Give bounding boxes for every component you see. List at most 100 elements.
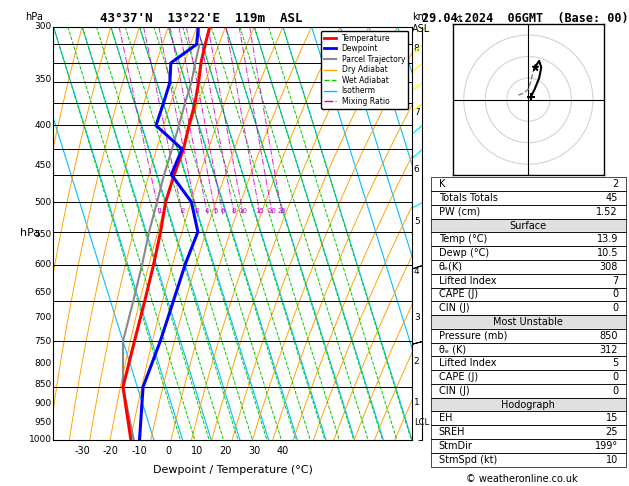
Bar <box>431 412 626 425</box>
Text: Lifted Index: Lifted Index <box>438 358 496 368</box>
Text: 43°37'N  13°22'E  119m  ASL: 43°37'N 13°22'E 119m ASL <box>100 12 303 25</box>
Text: 13.9: 13.9 <box>597 234 618 244</box>
Bar <box>431 288 626 301</box>
Text: CAPE (J): CAPE (J) <box>438 290 478 299</box>
Bar <box>431 329 626 343</box>
Text: Mixing Ratio (g/kg): Mixing Ratio (g/kg) <box>436 187 446 279</box>
Text: 15: 15 <box>606 414 618 423</box>
Bar <box>431 232 626 246</box>
Text: Surface: Surface <box>509 221 547 230</box>
Text: -10: -10 <box>131 446 147 456</box>
Text: 20: 20 <box>220 446 231 456</box>
Bar <box>431 453 626 467</box>
Bar <box>431 177 626 191</box>
Bar <box>431 219 626 232</box>
Text: 0: 0 <box>612 386 618 396</box>
Text: km
ASL: km ASL <box>412 12 430 34</box>
Text: 1: 1 <box>414 399 420 407</box>
Text: SREH: SREH <box>438 427 465 437</box>
Text: 8: 8 <box>232 208 237 214</box>
Text: Dewpoint / Temperature (°C): Dewpoint / Temperature (°C) <box>153 465 313 475</box>
Text: 450: 450 <box>35 161 52 171</box>
Bar <box>431 260 626 274</box>
Text: CAPE (J): CAPE (J) <box>438 372 478 382</box>
Text: 3: 3 <box>414 313 420 322</box>
Bar <box>431 425 626 439</box>
Text: StmDir: StmDir <box>438 441 472 451</box>
Bar <box>431 343 626 356</box>
Text: 10: 10 <box>238 208 248 214</box>
Text: 550: 550 <box>35 230 52 239</box>
Text: Most Unstable: Most Unstable <box>493 317 564 327</box>
Bar <box>431 274 626 288</box>
Bar <box>431 205 626 219</box>
Text: 25: 25 <box>277 208 286 214</box>
Legend: Temperature, Dewpoint, Parcel Trajectory, Dry Adiabat, Wet Adiabat, Isotherm, Mi: Temperature, Dewpoint, Parcel Trajectory… <box>321 31 408 109</box>
Bar <box>431 398 626 412</box>
Text: 30: 30 <box>248 446 260 456</box>
Text: 400: 400 <box>35 121 52 130</box>
Text: EH: EH <box>438 414 452 423</box>
Bar <box>431 301 626 315</box>
Bar <box>431 356 626 370</box>
Text: 1000: 1000 <box>29 435 52 444</box>
Text: 20: 20 <box>268 208 277 214</box>
Text: 700: 700 <box>35 313 52 322</box>
Bar <box>431 260 626 274</box>
Bar <box>431 301 626 315</box>
Text: 6: 6 <box>221 208 225 214</box>
Text: 7: 7 <box>612 276 618 286</box>
Text: 5: 5 <box>612 358 618 368</box>
Bar <box>431 315 626 329</box>
Text: Lifted Index: Lifted Index <box>438 276 496 286</box>
Text: 650: 650 <box>35 288 52 296</box>
Bar <box>431 232 626 246</box>
Text: 29.04.2024  06GMT  (Base: 00): 29.04.2024 06GMT (Base: 00) <box>422 12 628 25</box>
Text: 500: 500 <box>35 197 52 207</box>
Text: 4: 4 <box>414 267 420 276</box>
Text: Totals Totals: Totals Totals <box>438 193 498 203</box>
Text: kt: kt <box>453 14 462 23</box>
Bar <box>431 343 626 356</box>
Text: Temp (°C): Temp (°C) <box>438 234 487 244</box>
Text: 5: 5 <box>414 218 420 226</box>
Text: 350: 350 <box>35 75 52 84</box>
Bar <box>431 439 626 453</box>
Bar <box>431 356 626 370</box>
Bar <box>431 315 626 329</box>
Bar <box>431 177 626 191</box>
Bar <box>431 288 626 301</box>
Text: hPa: hPa <box>25 12 43 22</box>
Text: 4: 4 <box>205 208 209 214</box>
Text: 0: 0 <box>612 290 618 299</box>
Text: 600: 600 <box>35 260 52 269</box>
Text: 5: 5 <box>214 208 218 214</box>
Text: Hodograph: Hodograph <box>501 399 555 410</box>
Bar <box>431 246 626 260</box>
Text: © weatheronline.co.uk: © weatheronline.co.uk <box>466 473 578 484</box>
Text: -30: -30 <box>74 446 90 456</box>
Text: 950: 950 <box>35 418 52 427</box>
Text: -20: -20 <box>103 446 119 456</box>
Text: 2: 2 <box>181 208 185 214</box>
Bar <box>431 412 626 425</box>
Text: K: K <box>438 179 445 189</box>
Text: 25: 25 <box>606 427 618 437</box>
Text: θₑ (K): θₑ (K) <box>438 345 466 354</box>
Bar <box>431 384 626 398</box>
Text: 3: 3 <box>194 208 199 214</box>
Text: LCL: LCL <box>414 418 429 427</box>
Bar <box>431 274 626 288</box>
Bar <box>431 191 626 205</box>
Text: 45: 45 <box>606 193 618 203</box>
Text: 850: 850 <box>599 331 618 341</box>
Bar <box>431 439 626 453</box>
Bar <box>431 219 626 232</box>
Text: 0: 0 <box>165 446 171 456</box>
Text: 10.5: 10.5 <box>596 248 618 258</box>
Text: θₑ(K): θₑ(K) <box>438 262 463 272</box>
Text: hPa: hPa <box>20 228 40 238</box>
Bar <box>431 205 626 219</box>
Text: 10: 10 <box>606 455 618 465</box>
Bar <box>431 370 626 384</box>
